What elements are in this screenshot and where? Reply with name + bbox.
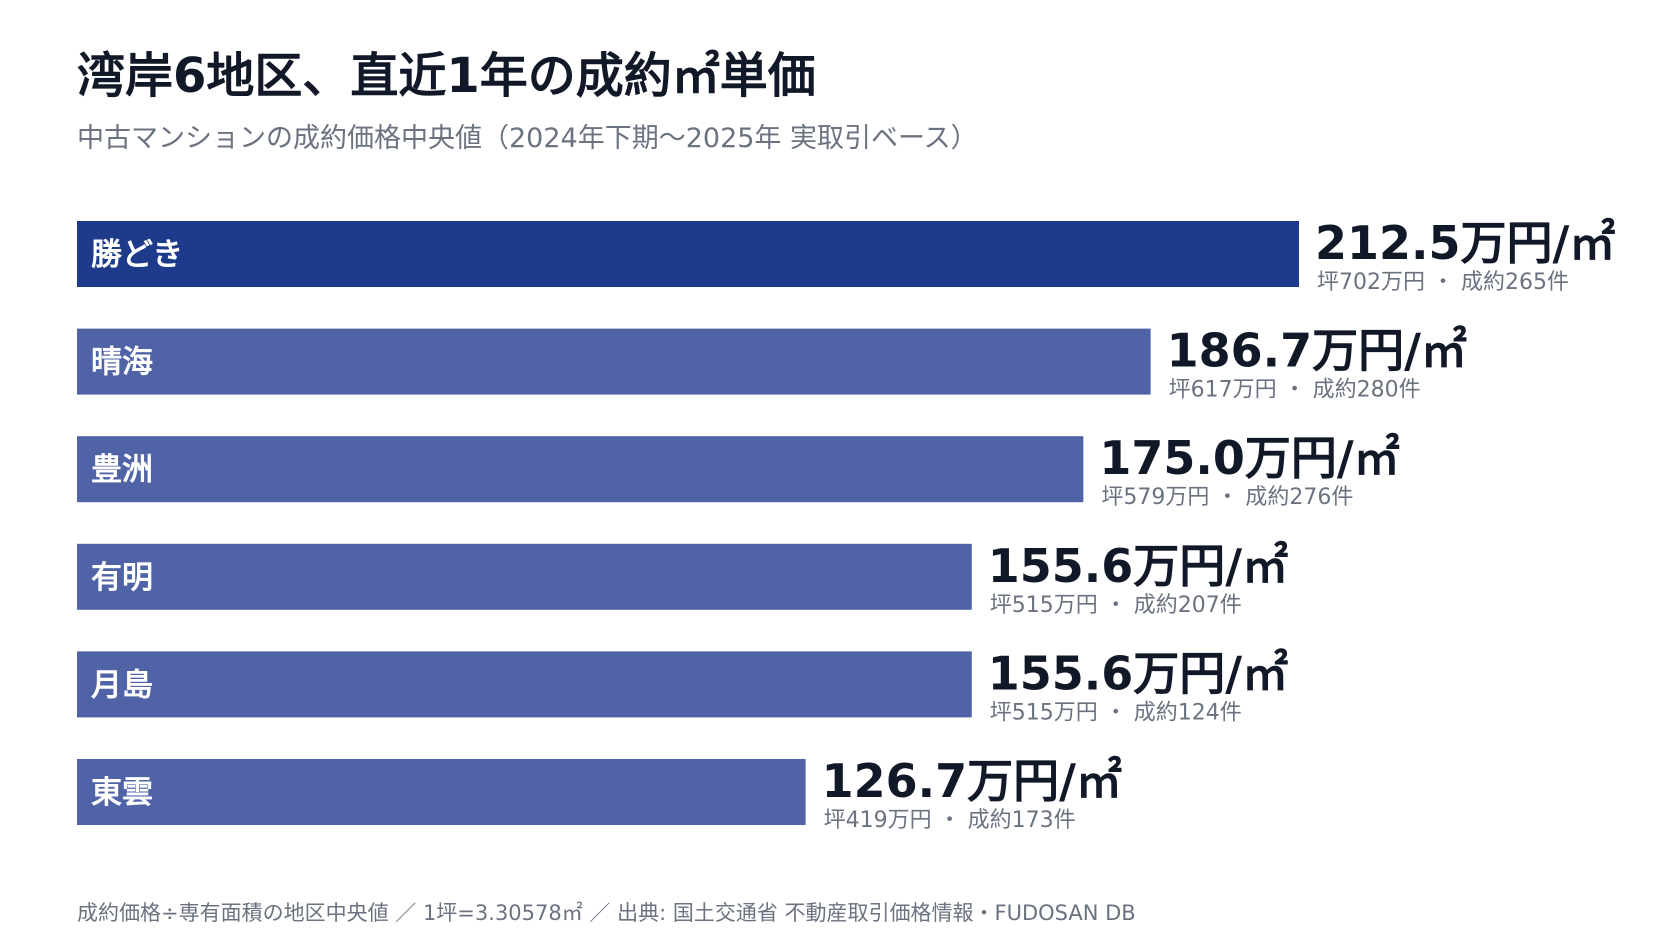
bar-5	[77, 759, 806, 825]
category-label: 豊洲	[91, 452, 153, 488]
chart-footnote: 成約価格÷専有面積の地区中央値 ／ 1坪=3.30578㎡ ／ 出典: 国土交通…	[77, 901, 1136, 925]
detail-label: 坪515万円 ・ 成約124件	[990, 700, 1242, 725]
category-label: 晴海	[91, 345, 153, 381]
category-label: 月島	[91, 667, 153, 703]
bar-1	[77, 328, 1151, 395]
category-label: 勝どき	[91, 237, 183, 273]
chart-title: 湾岸6地区、直近1年の成約㎡単価	[77, 48, 816, 104]
detail-label: 坪579万円 ・ 成約276件	[1101, 485, 1353, 510]
detail-label: 坪702万円 ・ 成約265件	[1317, 270, 1569, 295]
bar-0	[77, 221, 1299, 287]
value-label: 175.0万円/㎡	[1099, 431, 1399, 485]
chart-subtitle: 中古マンションの成約価格中央値（2024年下期〜2025年 実取引ベース）	[77, 123, 978, 154]
detail-label: 坪419万円 ・ 成約173件	[824, 808, 1076, 833]
detail-label: 坪515万円 ・ 成約207件	[990, 593, 1242, 618]
category-label: 有明	[91, 560, 153, 596]
category-label: 東雲	[91, 775, 153, 811]
bar-2	[77, 436, 1084, 503]
value-label: 155.6万円/㎡	[988, 646, 1288, 700]
value-label: 186.7万円/㎡	[1167, 324, 1467, 378]
bar-4	[77, 651, 972, 718]
detail-label: 坪617万円 ・ 成約280件	[1169, 378, 1421, 403]
value-label: 212.5万円/㎡	[1315, 216, 1615, 270]
bar-3	[77, 543, 972, 610]
value-label: 126.7万円/㎡	[822, 754, 1122, 808]
value-label: 155.6万円/㎡	[988, 539, 1288, 593]
